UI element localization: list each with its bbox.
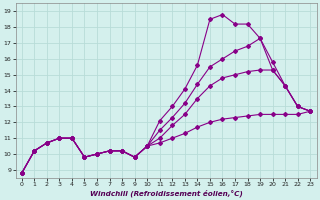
X-axis label: Windchill (Refroidissement éolien,°C): Windchill (Refroidissement éolien,°C) (90, 189, 243, 197)
